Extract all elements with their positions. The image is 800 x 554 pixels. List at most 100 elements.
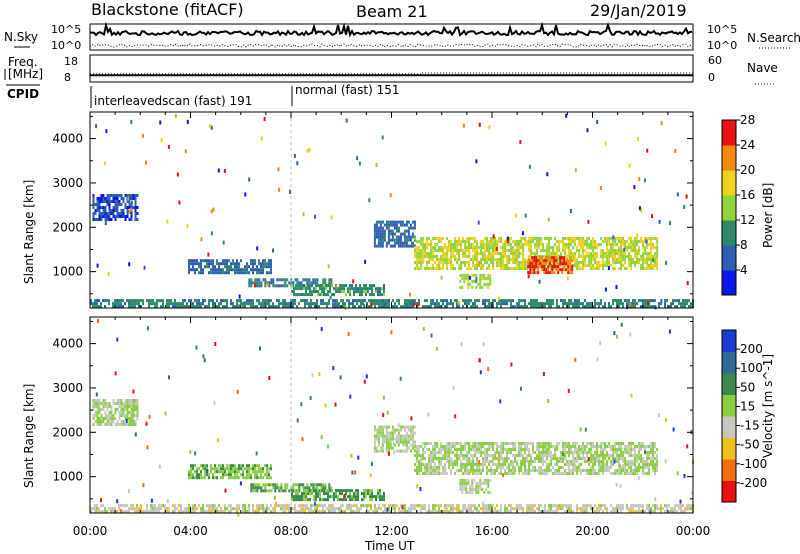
scatter-cell: [124, 423, 127, 426]
scatter-cell: [370, 504, 372, 508]
scatter-cell: [598, 302, 600, 306]
scatter-cell: [254, 268, 256, 272]
scatter-cell: [414, 255, 417, 258]
scatter-cell: [652, 305, 654, 309]
scatter-cell: [358, 305, 360, 309]
scatter-cell: [313, 489, 315, 493]
scatter-cell: [408, 510, 410, 514]
scatter-cell: [566, 504, 568, 508]
scatter-cell: [320, 504, 322, 508]
scatter-cell: [468, 299, 470, 303]
scatter-cell: [656, 460, 659, 463]
sparse-echo: [296, 161, 299, 166]
scatter-cell: [323, 492, 325, 496]
sparse-echo: [209, 124, 211, 129]
scatter-cell: [266, 504, 268, 508]
scatter-cell: [310, 507, 312, 511]
scatter-cell: [460, 243, 463, 246]
scatter-cell: [468, 469, 471, 472]
scatter-cell: [578, 463, 581, 466]
noise-tick-low-right: 10^0: [707, 39, 737, 52]
scatter-cell: [535, 256, 538, 260]
scatter-cell: [264, 483, 267, 487]
scatter-cell: [284, 507, 286, 511]
scatter-cell: [545, 262, 548, 266]
scatter-cell: [416, 302, 418, 306]
scatter-cell: [371, 290, 373, 294]
scatter-cell: [536, 240, 539, 243]
scatter-cell: [544, 451, 547, 454]
scatter-cell: [504, 442, 507, 445]
scatter-cell: [562, 299, 564, 303]
scatter-cell: [200, 473, 202, 477]
scatter-cell: [446, 451, 449, 454]
scatter-cell: [538, 454, 541, 457]
scatter-cell: [522, 264, 525, 267]
scatter-cell: [334, 305, 336, 309]
scatter-cell: [690, 302, 692, 306]
scatter-cell: [366, 504, 368, 508]
scatter-cell: [106, 417, 109, 420]
scatter-cell: [520, 305, 522, 309]
scatter-cell: [648, 472, 651, 475]
scatter-cell: [598, 454, 601, 457]
scatter-cell: [284, 305, 286, 309]
scatter-cell: [158, 510, 160, 514]
scatter-cell: [690, 504, 692, 508]
scatter-cell: [636, 243, 639, 246]
scatter-cell: [244, 476, 246, 480]
scatter-cell: [188, 299, 190, 303]
scatter-cell: [126, 209, 129, 212]
scatter-cell: [464, 507, 466, 511]
scatter-cell: [428, 472, 431, 475]
scatter-cell: [656, 246, 659, 249]
scatter-cell: [526, 504, 528, 508]
scatter-cell: [468, 243, 471, 246]
scatter-cell: [486, 249, 489, 252]
scatter-cell: [389, 443, 392, 447]
scatter-cell: [600, 252, 603, 255]
scatter-cell: [196, 262, 198, 266]
scatter-cell: [542, 442, 545, 445]
scatter-cell: [391, 232, 394, 236]
scatter-cell: [516, 240, 519, 243]
scatter-cell: [367, 287, 369, 291]
scatter-cell: [476, 305, 478, 309]
scatter-cell: [130, 414, 133, 417]
scatter-cell: [624, 267, 627, 270]
scatter-cell: [646, 451, 649, 454]
scatter-cell: [598, 460, 601, 463]
scatter-cell: [556, 457, 559, 460]
scatter-cell: [393, 241, 396, 245]
scatter-cell: [544, 305, 546, 309]
scatter-cell: [405, 244, 408, 248]
scatter-cell: [440, 510, 442, 514]
scatter-cell: [132, 194, 135, 197]
scatter-cell: [618, 302, 620, 306]
scatter-cell: [522, 305, 524, 309]
scatter-cell: [528, 249, 531, 252]
scatter-cell: [474, 305, 476, 309]
scatter-cell: [414, 442, 417, 445]
scatter-cell: [116, 200, 119, 203]
scatter-cell: [288, 305, 290, 309]
scatter-cell: [452, 507, 454, 511]
scatter-cell: [367, 290, 369, 294]
scatter-cell: [375, 226, 378, 230]
scatter-cell: [238, 476, 240, 480]
scatter-cell: [543, 262, 546, 266]
sparse-echo: [440, 275, 443, 280]
scatter-cell: [628, 448, 631, 451]
scatter-cell: [484, 305, 486, 309]
scatter-cell: [96, 405, 99, 408]
scatter-cell: [102, 510, 104, 514]
scatter-cell: [100, 402, 103, 405]
scatter-cell: [112, 420, 115, 423]
scatter-cell: [462, 448, 465, 451]
sparse-echo: [519, 140, 522, 145]
scatter-cell: [474, 302, 476, 306]
scatter-cell: [512, 299, 514, 303]
scatter-cell: [644, 299, 646, 303]
scatter-cell: [391, 434, 394, 438]
scatter-cell: [405, 443, 408, 447]
